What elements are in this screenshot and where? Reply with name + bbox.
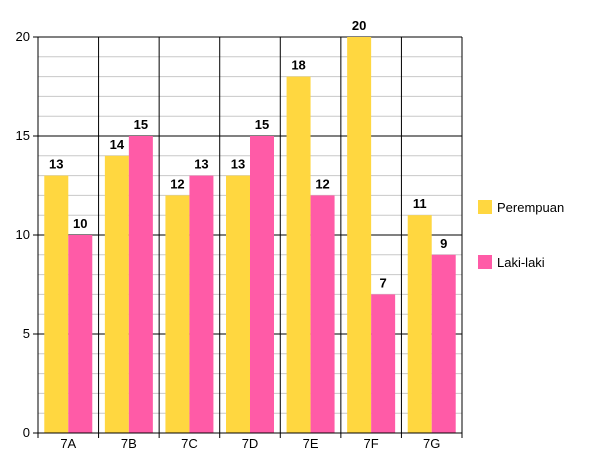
data-label: 11: [413, 196, 427, 211]
data-label: 9: [440, 236, 447, 251]
data-label: 15: [134, 117, 148, 132]
data-label: 14: [110, 137, 125, 152]
x-tick-label: 7D: [242, 436, 259, 451]
data-label: 10: [73, 216, 87, 231]
legend: Perempuan Laki-laki: [478, 200, 564, 270]
legend-label-perempuan: Perempuan: [497, 200, 564, 215]
y-tick-label: 15: [16, 128, 30, 143]
data-label: 13: [231, 157, 245, 172]
y-tick-label: 10: [16, 227, 30, 242]
data-label: 12: [170, 176, 184, 191]
bar-laki-laki-7d: [250, 136, 274, 433]
data-label: 18: [291, 58, 305, 73]
bar-perempuan-7b: [104, 155, 129, 434]
bar-perempuan-7f: [347, 37, 372, 433]
y-tick-label: 20: [16, 29, 30, 44]
data-label: 13: [194, 157, 208, 172]
legend-swatch-perempuan: [478, 200, 492, 214]
legend-label-laki-laki: Laki-laki: [497, 255, 545, 270]
x-tick-label: 7A: [60, 436, 76, 451]
data-label: 20: [352, 18, 366, 33]
x-tick-label: 7C: [181, 436, 198, 451]
bar-perempuan-7d: [226, 175, 250, 433]
y-tick-label: 0: [23, 425, 30, 440]
bar-laki-laki-7b: [128, 136, 153, 433]
bar-perempuan-7a: [44, 175, 69, 433]
data-label: 15: [255, 117, 269, 132]
y-tick-labels: 0 5 10 15 20: [16, 29, 30, 440]
bar-laki-laki-7e: [310, 195, 335, 433]
data-label: 13: [49, 157, 63, 172]
bar-laki-laki-7c: [189, 175, 214, 433]
x-tick-label: 7F: [364, 436, 379, 451]
bar-laki-laki-7f: [371, 294, 396, 433]
bar-perempuan-7e: [286, 76, 311, 433]
legend-swatch-laki-laki: [478, 255, 492, 269]
x-tick-label: 7G: [423, 436, 440, 451]
data-label: 12: [315, 176, 329, 191]
bar-laki-laki-7a: [68, 235, 93, 433]
bar-laki-laki-7g: [431, 254, 456, 433]
bar-perempuan-7g: [407, 215, 432, 433]
x-tick-label: 7E: [303, 436, 319, 451]
y-tick-label: 5: [23, 326, 30, 341]
axes: [33, 36, 462, 438]
bars: [44, 37, 456, 434]
x-tick-labels: 7A 7B 7C 7D 7E 7F 7G: [60, 436, 440, 451]
data-label: 7: [380, 275, 387, 290]
data-labels: 13 14 12 13 18 20 11 10 15 13 15 12 7 9: [49, 18, 447, 290]
bar-perempuan-7c: [165, 195, 190, 433]
x-tick-label: 7B: [121, 436, 137, 451]
